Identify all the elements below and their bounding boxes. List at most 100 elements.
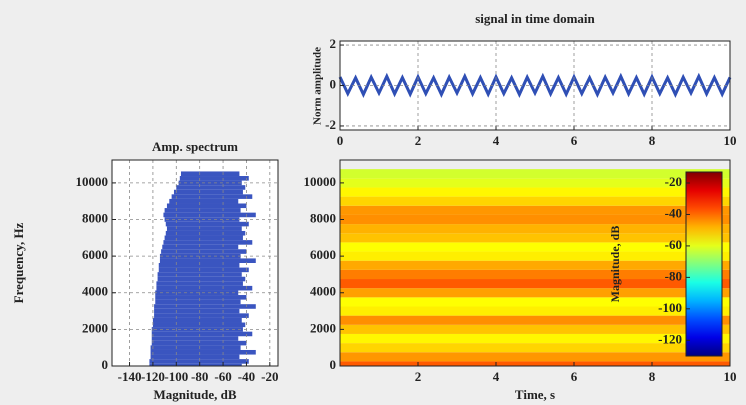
spectrum-band xyxy=(159,258,256,263)
spectrum-band xyxy=(165,230,246,236)
spectrum-band xyxy=(161,249,247,254)
y-tick-label: 2 xyxy=(330,36,337,51)
y-tick-label: 6000 xyxy=(310,247,336,262)
spectrum-band xyxy=(150,354,240,360)
y-tick-label: 10000 xyxy=(304,174,337,189)
colorbar-tick-label: -20 xyxy=(665,174,682,189)
spectrogram-cell xyxy=(340,205,730,215)
x-tick-label: 2 xyxy=(415,369,422,384)
colorbar-tick-label: -100 xyxy=(658,300,682,315)
spectrogram-cell xyxy=(340,269,730,280)
spectrum-band xyxy=(158,267,249,273)
y-tick-label: 6000 xyxy=(82,247,108,262)
y-tick-label: 2000 xyxy=(310,320,336,335)
spectrogram-cell xyxy=(340,306,730,316)
spectrum-band xyxy=(169,198,239,204)
colorbar-label: Magnitude, dB xyxy=(608,226,622,303)
spectrogram-cell xyxy=(340,260,730,270)
spectrogram-cell xyxy=(340,361,730,366)
spectrogram-cell xyxy=(340,214,730,225)
spectrogram-cell xyxy=(340,279,730,289)
spectrum-band xyxy=(180,171,240,177)
time-y-label: Norm amplitude xyxy=(312,47,324,125)
spectrum-band xyxy=(155,295,247,300)
spectrogram-cell xyxy=(340,224,730,234)
spectrum-band xyxy=(149,359,249,364)
time-title: signal in time domain xyxy=(475,11,595,26)
spectrogram-cell xyxy=(340,288,730,298)
signal-line xyxy=(338,72,732,98)
y-tick-label: 4000 xyxy=(310,284,336,299)
spectrum-x-label: Magnitude, dB xyxy=(153,387,236,402)
spectrum-band xyxy=(151,340,247,346)
x-tick-label: -60 xyxy=(214,369,231,384)
spectrum-band xyxy=(152,322,246,328)
axes-frame xyxy=(339,40,731,131)
spectrum-band xyxy=(163,212,256,218)
colorbar-tick-label: -40 xyxy=(665,205,682,220)
y-tick-label: 0 xyxy=(330,76,337,91)
spectrum-band xyxy=(151,336,239,341)
spectrum-band xyxy=(156,285,253,291)
x-tick-label: -80 xyxy=(191,369,208,384)
spectrum-band xyxy=(149,363,242,366)
spectrum-band xyxy=(164,235,243,241)
spectrum-band xyxy=(150,345,241,350)
spectrum-band xyxy=(155,299,241,305)
spectrum-band xyxy=(171,194,253,199)
y-tick-label: 0 xyxy=(102,357,109,372)
spectrum-title: Amp. spectrum xyxy=(152,139,238,154)
y-tick-label: 10000 xyxy=(76,174,109,189)
colorbar-tick-label: -120 xyxy=(658,331,682,346)
x-tick-label: 8 xyxy=(649,133,656,148)
axes-frame xyxy=(339,159,731,367)
spectrogram-cell xyxy=(340,297,730,307)
spectrogram-x-label: Time, s xyxy=(515,387,555,402)
colorbar-tick-label: -60 xyxy=(665,237,682,252)
spectrum-band xyxy=(151,331,253,337)
spectrum-band xyxy=(163,240,253,245)
spectrum-band xyxy=(154,313,249,318)
spectrum-y-label: Frequency, Hz xyxy=(11,222,26,303)
spectrogram-cell xyxy=(340,242,730,252)
spectrum-band xyxy=(165,221,249,227)
y-tick-label: 2000 xyxy=(82,320,108,335)
spectrum-band xyxy=(166,203,247,209)
y-tick-label: 8000 xyxy=(82,210,108,225)
x-tick-label: -100 xyxy=(164,369,188,384)
spectrogram-cell xyxy=(340,169,730,179)
spectrum-band xyxy=(173,189,243,195)
y-tick-label: 8000 xyxy=(310,210,336,225)
spectrogram-cell xyxy=(340,315,730,325)
spectrogram-cell xyxy=(340,352,730,362)
x-tick-label: 8 xyxy=(649,369,656,384)
spectrum-band xyxy=(152,317,242,323)
spectrum-band xyxy=(164,208,241,213)
spectrum-band xyxy=(156,281,243,286)
x-tick-label: 10 xyxy=(724,133,737,148)
spectrogram-cell xyxy=(340,196,730,206)
spectrum-band xyxy=(159,253,241,259)
y-tick-label: 4000 xyxy=(82,284,108,299)
spectrum-band xyxy=(166,226,242,231)
spectrogram-cell xyxy=(340,187,730,197)
spectrum-band xyxy=(154,304,256,309)
x-tick-label: 6 xyxy=(571,133,578,148)
y-tick-label: -2 xyxy=(325,117,336,132)
x-tick-label: 4 xyxy=(493,133,500,148)
axes-frame xyxy=(111,159,279,367)
spectrum-band xyxy=(179,176,249,181)
x-tick-label: 10 xyxy=(724,369,737,384)
x-tick-label: 2 xyxy=(415,133,422,148)
spectrogram-cell xyxy=(340,233,730,243)
spectrum-band xyxy=(154,308,240,314)
spectrum-band xyxy=(162,244,239,250)
spectrum-band xyxy=(176,185,246,190)
x-tick-label: 4 xyxy=(493,369,500,384)
spectrogram-cell xyxy=(340,178,730,188)
spectrogram-cell xyxy=(340,343,730,353)
x-tick-label: -20 xyxy=(261,369,278,384)
spectrogram-cell xyxy=(340,333,730,344)
spectrum-band xyxy=(157,276,246,282)
